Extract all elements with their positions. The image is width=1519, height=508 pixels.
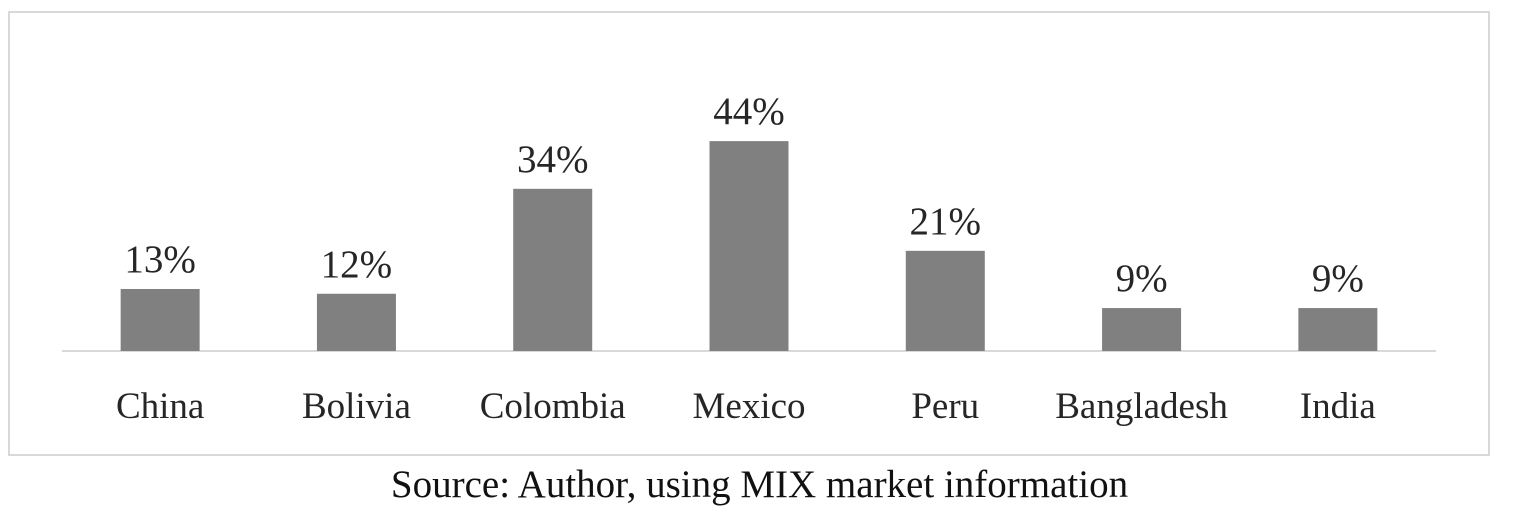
data-label-mexico: 44% xyxy=(713,90,785,133)
category-labels-group: China Bolivia Colombia Mexico Peru Bangladesh… xyxy=(116,386,1376,427)
category-label-colombia: Colombia xyxy=(480,386,626,427)
data-label-bangladesh: 9% xyxy=(1116,257,1168,300)
data-label-bolivia: 12% xyxy=(321,243,393,286)
bar-bolivia xyxy=(316,293,396,351)
category-label-peru: Peru xyxy=(911,386,979,427)
bars-group xyxy=(120,141,1378,351)
category-label-bolivia: Bolivia xyxy=(302,386,411,427)
data-label-peru: 21% xyxy=(910,200,982,243)
bar-india xyxy=(1298,308,1378,351)
bar-mexico xyxy=(709,141,789,351)
category-label-bangladesh: Bangladesh xyxy=(1055,386,1228,427)
category-label-china: China xyxy=(116,386,204,427)
category-label-india: India xyxy=(1300,386,1376,427)
bar-china xyxy=(120,288,200,351)
bar-colombia xyxy=(513,188,593,351)
data-labels-group: 13% 12% 34% 44% 21% 9% 9% xyxy=(124,90,1363,300)
data-label-china: 13% xyxy=(124,238,196,281)
bar-peru xyxy=(905,250,985,351)
category-label-mexico: Mexico xyxy=(692,386,805,427)
data-label-india: 9% xyxy=(1312,257,1364,300)
data-label-colombia: 34% xyxy=(517,138,589,181)
source-caption: Source: Author, using MIX market informa… xyxy=(390,463,1129,506)
bar-bangladesh xyxy=(1102,308,1182,351)
